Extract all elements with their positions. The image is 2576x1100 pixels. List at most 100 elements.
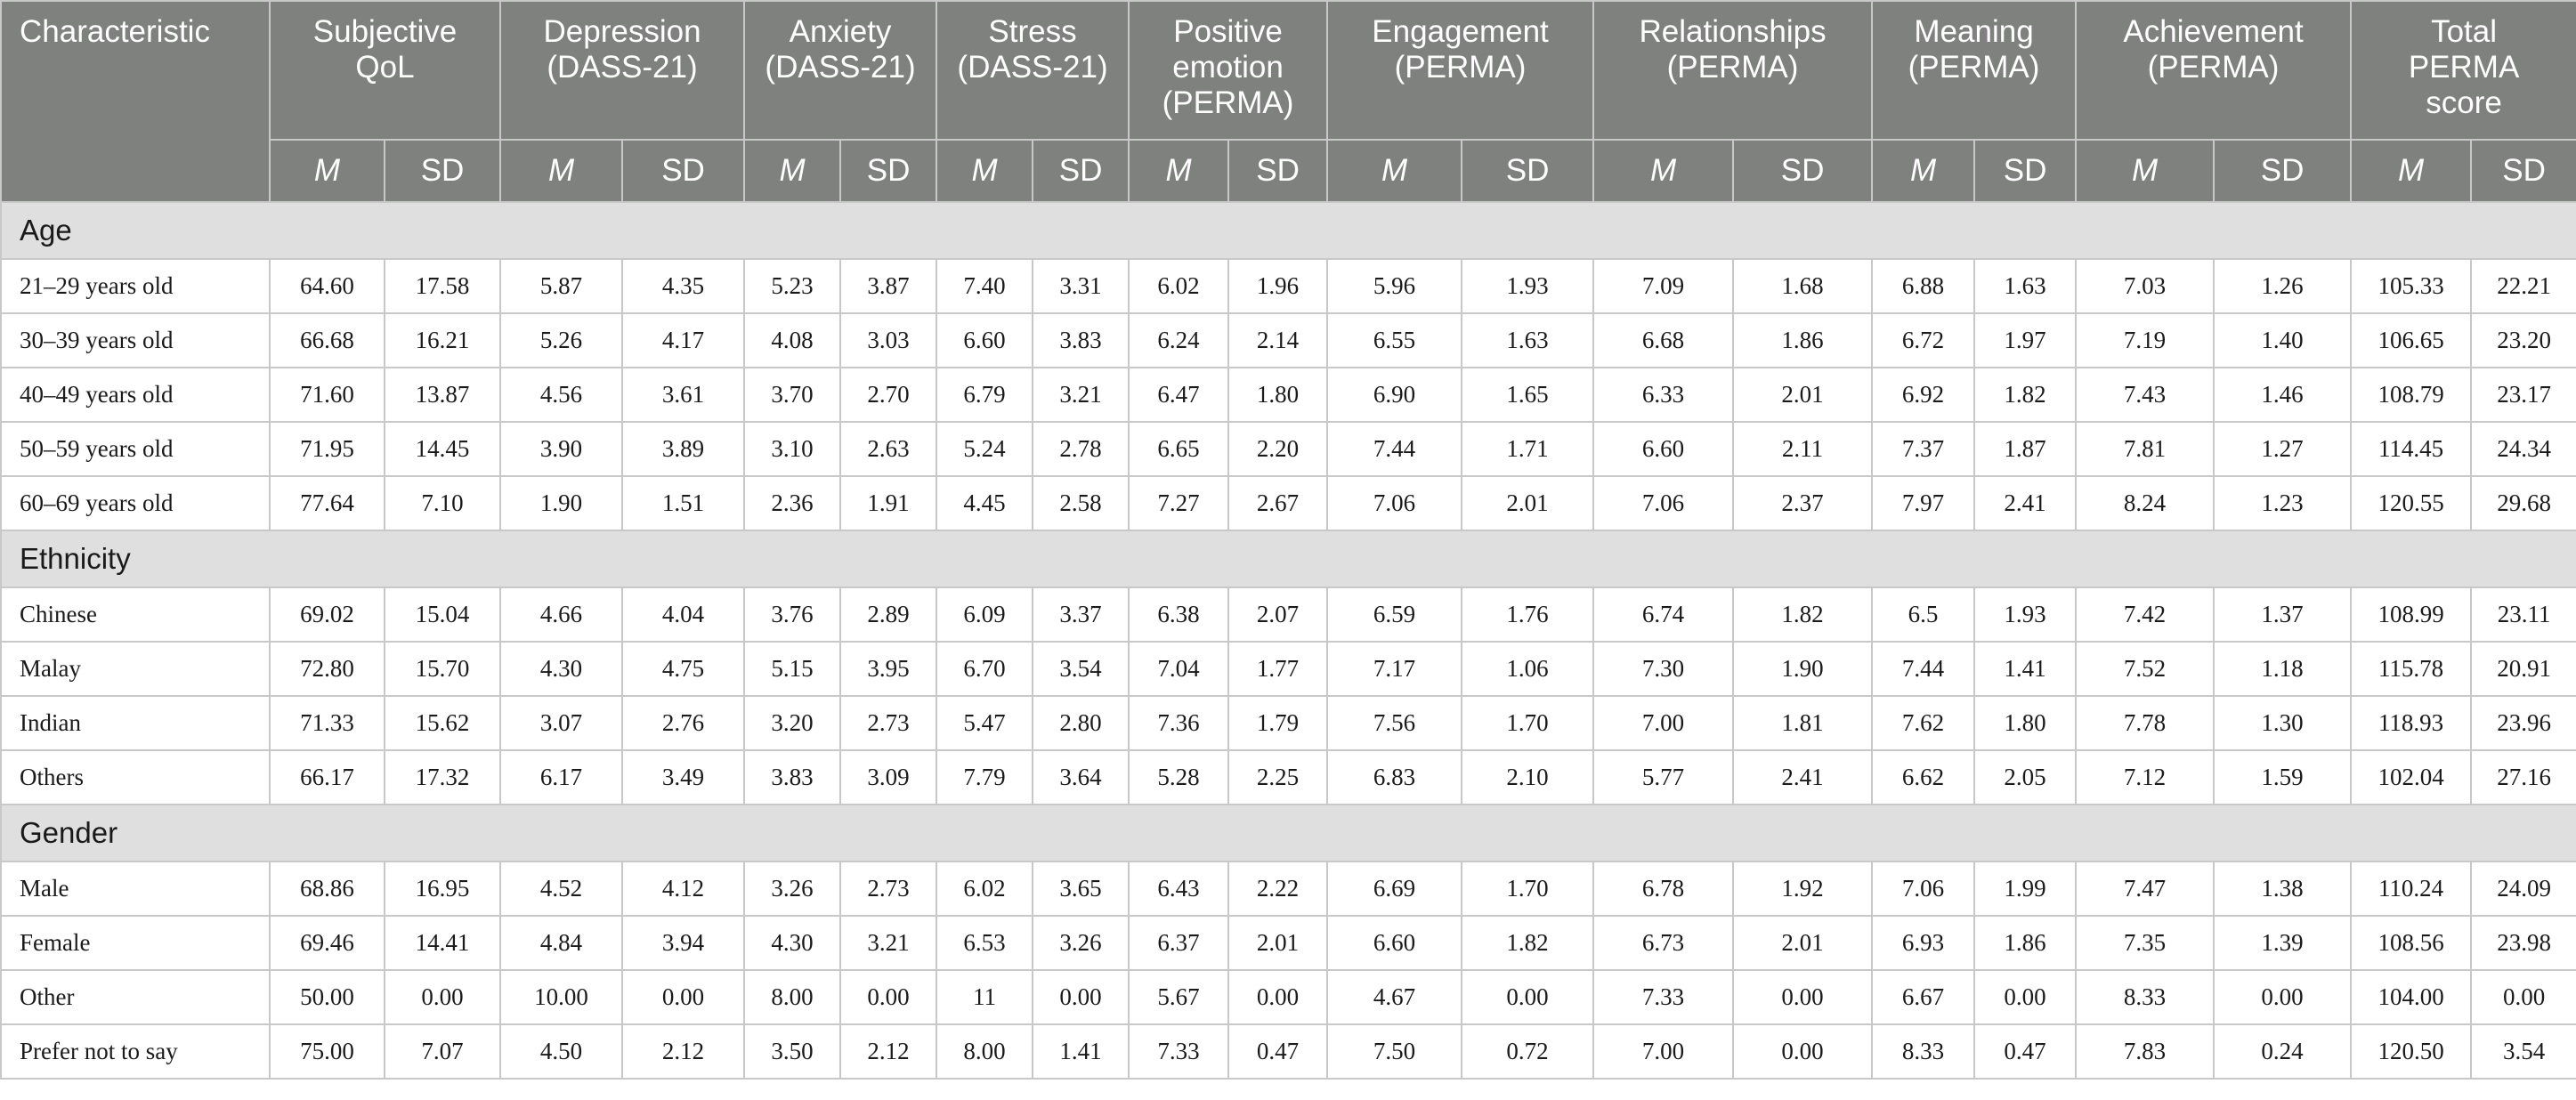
table-row: 50–59 years old 71.95 14.45 3.90 3.89 3.10 2.6…	[0, 421, 2576, 477]
sd-header: SD	[1032, 139, 1130, 203]
group-header-line: Stress	[988, 14, 1077, 49]
sd-cell: 0.00	[621, 969, 746, 1025]
mean-cell: 6.24	[1128, 312, 1230, 368]
row-label: 30–39 years old	[0, 312, 271, 368]
mean-cell: 106.65	[2350, 312, 2473, 368]
mean-cell: 120.55	[2350, 475, 2473, 531]
sd-cell: 2.37	[1732, 475, 1874, 531]
mean-cell: 104.00	[2350, 969, 2473, 1025]
row-label: 21–29 years old	[0, 258, 271, 314]
row-label: Other	[0, 969, 271, 1025]
mean-cell: 4.52	[499, 861, 624, 917]
row-label: 60–69 years old	[0, 475, 271, 531]
sd-cell: 13.87	[383, 367, 502, 423]
sd-cell: 23.20	[2470, 312, 2576, 368]
mean-cell: 6.88	[1871, 258, 1976, 314]
mean-cell: 7.00	[1592, 695, 1735, 751]
sd-cell: 2.20	[1227, 421, 1329, 477]
group-header-line: (PERMA)	[1394, 50, 1527, 85]
mean-cell: 7.06	[1592, 475, 1735, 531]
sd-cell: 1.93	[1461, 258, 1595, 314]
sd-cell: 2.41	[1973, 475, 2078, 531]
sd-cell: 1.82	[1461, 915, 1595, 971]
group-header: Relationships (PERMA)	[1592, 0, 1874, 141]
sd-cell: 1.80	[1227, 367, 1329, 423]
mean-cell: 5.87	[499, 258, 624, 314]
sd-cell: 15.04	[383, 586, 502, 643]
mean-cell: 3.70	[743, 367, 842, 423]
sd-cell: 3.61	[621, 367, 746, 423]
row-label: Male	[0, 861, 271, 917]
mean-cell: 4.45	[936, 475, 1034, 531]
mean-cell: 7.81	[2075, 421, 2216, 477]
sd-cell: 1.23	[2213, 475, 2353, 531]
mean-header: M	[743, 139, 842, 203]
mean-cell: 5.77	[1592, 749, 1735, 805]
mean-cell: 3.76	[743, 586, 842, 643]
group-header-line: (DASS-21)	[957, 50, 1108, 85]
sd-cell: 2.01	[1732, 367, 1874, 423]
mean-cell: 8.33	[1871, 1023, 1976, 1080]
sd-cell: 1.65	[1461, 367, 1595, 423]
sd-cell: 14.45	[383, 421, 502, 477]
sd-cell: 29.68	[2470, 475, 2576, 531]
mean-cell: 64.60	[269, 258, 385, 314]
mean-cell: 6.78	[1592, 861, 1735, 917]
mean-cell: 4.66	[499, 586, 624, 643]
group-header-line: (DASS-21)	[765, 50, 916, 85]
mean-header: M	[1592, 139, 1735, 203]
sd-cell: 3.65	[1032, 861, 1130, 917]
sd-cell: 1.96	[1227, 258, 1329, 314]
sd-cell: 23.17	[2470, 367, 2576, 423]
row-label: 50–59 years old	[0, 421, 271, 477]
mean-cell: 5.26	[499, 312, 624, 368]
sd-cell: 3.49	[621, 749, 746, 805]
mean-cell: 3.90	[499, 421, 624, 477]
sd-cell: 15.70	[383, 641, 502, 697]
sd-cell: 1.92	[1732, 861, 1874, 917]
mean-cell: 7.12	[2075, 749, 2216, 805]
sd-cell: 1.18	[2213, 641, 2353, 697]
row-label: Indian	[0, 695, 271, 751]
mean-cell: 77.64	[269, 475, 385, 531]
sd-cell: 1.37	[2213, 586, 2353, 643]
mean-cell: 4.67	[1326, 969, 1463, 1025]
mean-cell: 7.30	[1592, 641, 1735, 697]
sd-cell: 1.39	[2213, 915, 2353, 971]
section-row: Ethnicity	[0, 530, 2576, 588]
mean-cell: 102.04	[2350, 749, 2473, 805]
mean-cell: 69.02	[269, 586, 385, 643]
sd-cell: 2.73	[839, 861, 938, 917]
mean-cell: 5.15	[743, 641, 842, 697]
sd-cell: 3.31	[1032, 258, 1130, 314]
sd-cell: 2.01	[1732, 915, 1874, 971]
mean-cell: 75.00	[269, 1023, 385, 1080]
mean-cell: 6.60	[1592, 421, 1735, 477]
group-header-line: Relationships	[1639, 14, 1827, 49]
group-header-line: emotion	[1172, 50, 1284, 85]
mean-cell: 7.40	[936, 258, 1034, 314]
mean-cell: 7.97	[1871, 475, 1976, 531]
mean-cell: 6.60	[936, 312, 1034, 368]
header-row: Characteristic Subjective QoL Depression (D…	[0, 0, 2576, 203]
mean-cell: 7.09	[1592, 258, 1735, 314]
mean-cell: 6.37	[1128, 915, 1230, 971]
group-header-line: (PERMA)	[1908, 50, 2040, 85]
sd-cell: 2.05	[1973, 749, 2078, 805]
sd-cell: 0.47	[1973, 1023, 2078, 1080]
mean-cell: 6.93	[1871, 915, 1976, 971]
sd-cell: 1.59	[2213, 749, 2353, 805]
mean-cell: 6.47	[1128, 367, 1230, 423]
sd-cell: 2.89	[839, 586, 938, 643]
mean-header: M	[1128, 139, 1230, 203]
sd-cell: 1.91	[839, 475, 938, 531]
sd-cell: 1.63	[1461, 312, 1595, 368]
sd-cell: 1.97	[1973, 312, 2078, 368]
mean-cell: 6.02	[1128, 258, 1230, 314]
mean-cell: 6.73	[1592, 915, 1735, 971]
group-header-line: Achievement	[2123, 14, 2304, 49]
mean-cell: 7.06	[1871, 861, 1976, 917]
sd-cell: 2.76	[621, 695, 746, 751]
table-row: Other 50.00 0.00 10.00 0.00 8.00 0.00 11 0.00 5.6…	[0, 969, 2576, 1025]
sd-cell: 1.80	[1973, 695, 2078, 751]
